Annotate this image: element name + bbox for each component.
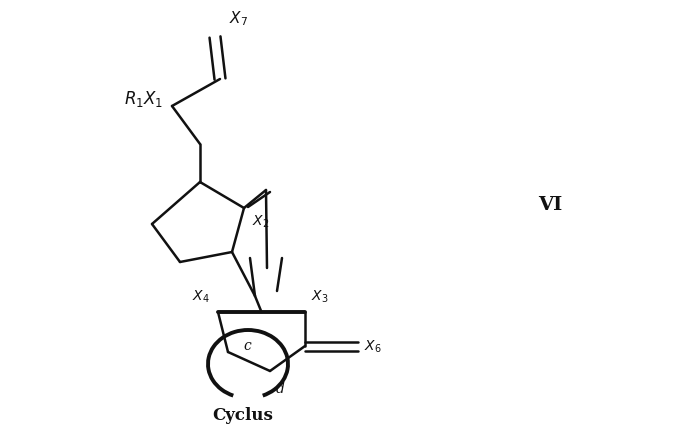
Text: $X_7$: $X_7$	[229, 9, 248, 28]
Text: d: d	[276, 381, 285, 395]
Text: $X_4$: $X_4$	[193, 288, 210, 304]
Text: $R_1X_1$: $R_1X_1$	[124, 89, 163, 109]
Text: $X_6$: $X_6$	[364, 338, 382, 355]
Text: c: c	[243, 338, 251, 352]
Text: $X_2$: $X_2$	[252, 214, 270, 230]
Text: VI: VI	[538, 196, 562, 214]
Text: $X_3$: $X_3$	[311, 288, 328, 304]
Text: Cyclus: Cyclus	[213, 406, 274, 423]
